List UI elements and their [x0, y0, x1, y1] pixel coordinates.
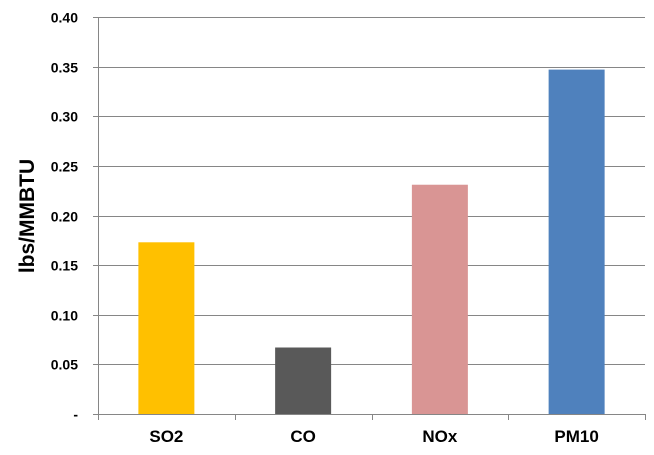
axes: [98, 17, 645, 415]
y-tick-label: 0.30: [51, 109, 78, 125]
x-axis-tick-labels: SO2 CO NOx PM10: [149, 427, 598, 446]
y-tick-label: -: [73, 407, 78, 423]
x-tick-label: NOx: [422, 427, 458, 446]
x-tick-label: SO2: [149, 427, 183, 446]
bar-co: [275, 347, 332, 414]
y-tick-label: 0.40: [51, 10, 78, 26]
bar-nox: [411, 184, 468, 414]
bar-so2: [138, 242, 195, 414]
y-axis-tick-labels: - 0.05 0.10 0.15 0.20 0.25 0.30 0.35 0.40: [51, 10, 79, 423]
y-tick-label: 0.35: [51, 60, 78, 76]
x-tick-label: CO: [290, 427, 316, 446]
y-tick-label: 0.05: [51, 357, 78, 373]
y-axis-title: lbs/MMBTU: [16, 159, 39, 273]
y-tick-label: 0.20: [51, 209, 78, 225]
y-tick-label: 0.15: [51, 258, 78, 274]
y-tick-label: 0.10: [51, 308, 78, 324]
bars: [138, 69, 605, 414]
x-tick-label: PM10: [554, 427, 598, 446]
y-tick-label: 0.25: [51, 159, 78, 175]
bar-pm10: [548, 69, 605, 414]
